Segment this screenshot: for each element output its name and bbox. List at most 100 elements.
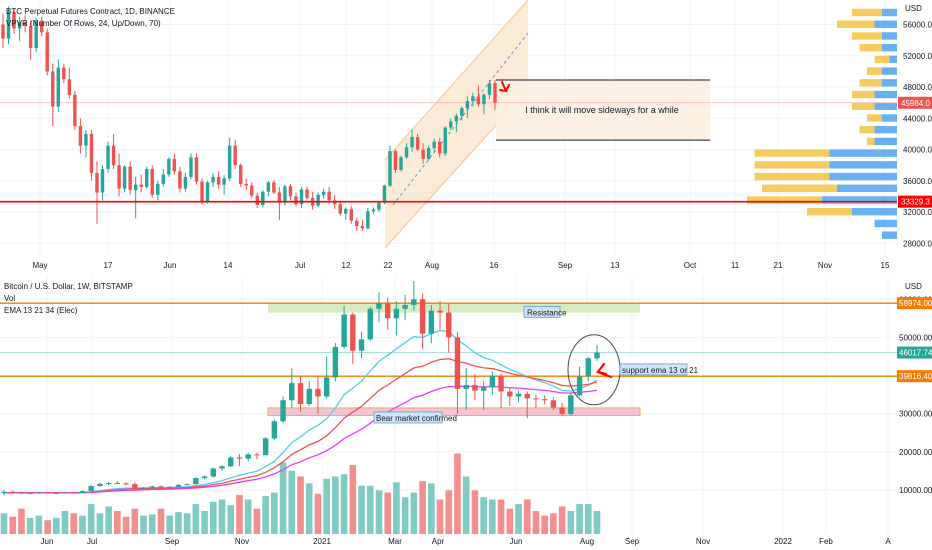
candle-body: [161, 174, 166, 184]
candle-body: [255, 195, 260, 205]
daily-time-tick: Nov: [818, 261, 832, 270]
candle-body: [158, 486, 164, 488]
volume-bar: [183, 513, 191, 534]
vp-up-bar: [822, 196, 897, 204]
candle-body: [411, 299, 417, 305]
daily-price-tick: 40000.0: [903, 146, 932, 155]
daily-price-tags: 45984.0 33329.3: [898, 96, 932, 208]
candle-body: [245, 454, 251, 459]
daily-time-tick: 16: [490, 261, 499, 270]
candle-body: [533, 398, 539, 400]
volume-bar: [340, 474, 348, 534]
volume-bar: [462, 476, 470, 534]
candle-body: [233, 145, 237, 166]
weekly-time-tick: Mar: [388, 537, 402, 546]
candle-body: [454, 337, 461, 389]
candle-body: [404, 147, 409, 158]
daily-chart[interactable]: BTC Perpetual Futures Contract, 1D, BINA…: [0, 0, 932, 275]
weekly-time-tick: Sep: [625, 537, 640, 546]
weekly-chart[interactable]: Resistance Bear market confirmed support e…: [0, 276, 932, 550]
volume-bar: [114, 511, 121, 534]
ema-line-21: [3, 358, 598, 494]
candle-body: [388, 151, 392, 186]
volume-indicator-label: Vol: [4, 294, 15, 303]
candle-body: [244, 183, 248, 186]
candle-body: [36, 492, 42, 494]
weekly-price-tags: 58974.00 46017.74 39816.40: [897, 297, 932, 383]
daily-time-tick: May: [32, 261, 47, 270]
candle-body: [201, 476, 208, 479]
candle-body: [358, 339, 365, 351]
volume-bar: [0, 513, 8, 534]
candle-body: [306, 388, 312, 405]
daily-candles: [1, 6, 497, 231]
weekly-time-tick: 2022: [774, 537, 792, 546]
volume-bar: [244, 499, 252, 534]
candle-body: [541, 399, 548, 401]
volume-bar: [454, 453, 461, 534]
candle-body: [123, 483, 129, 485]
candle-body: [56, 67, 60, 107]
candle-body: [106, 145, 110, 170]
volume-bar: [236, 494, 243, 534]
candle-body: [167, 158, 171, 175]
daily-price-tick: 32000.0: [903, 208, 932, 217]
candle-body: [350, 314, 356, 351]
volume-bar: [523, 499, 531, 534]
vp-up-bar: [829, 161, 897, 169]
candle-body: [344, 208, 348, 214]
volume-bar: [393, 482, 400, 534]
candle-body: [432, 141, 436, 148]
candle-body: [332, 346, 339, 378]
volume-bar: [297, 476, 304, 534]
red-arrow: [499, 81, 510, 93]
candle-body: [415, 137, 420, 150]
price-tag-support: [897, 370, 932, 383]
candle-body: [443, 127, 447, 154]
candle-body: [210, 468, 216, 477]
candle-body: [446, 312, 452, 338]
candle-body: [149, 486, 155, 488]
channel-midline: [392, 32, 529, 206]
vp-down-bar: [859, 43, 882, 52]
candle-body: [393, 308, 400, 319]
price-tag-text-support: 33329.3: [901, 198, 930, 207]
candle-body: [62, 492, 68, 494]
vp-down-bar: [762, 184, 837, 192]
volume-bar: [288, 470, 296, 534]
channel-upper-edge: [384, 0, 529, 161]
price-tag-current: [897, 346, 932, 359]
daily-time-tick: Aug: [425, 261, 439, 270]
volume-bar: [506, 508, 514, 534]
sideways-annotation: I think it will move sideways for a whil…: [525, 105, 679, 115]
candle-body: [95, 172, 99, 193]
weekly-drawings: Resistance Bear market confirmed support e…: [373, 305, 699, 424]
candle-body: [100, 169, 105, 193]
support-label-box: [619, 363, 688, 376]
candle-body: [568, 395, 574, 415]
candle-body: [271, 421, 278, 439]
candle-body: [438, 141, 442, 154]
daily-price-tick: 56000.0: [903, 21, 932, 30]
weekly-price-tick: 20000.00: [899, 448, 932, 457]
volume-bar: [558, 506, 566, 534]
candle-body: [376, 303, 382, 309]
volume-bar: [9, 516, 17, 534]
candle-body: [222, 178, 226, 185]
candle-body: [150, 169, 154, 195]
vp-down-bar: [867, 67, 882, 75]
candle-body: [460, 108, 464, 116]
candle-body: [238, 165, 243, 184]
candle-body: [594, 352, 600, 359]
candle-body: [421, 149, 425, 159]
vp-up-bar: [852, 208, 897, 216]
daily-time-tick: Oct: [684, 261, 697, 270]
weekly-currency-label: USD: [905, 282, 922, 291]
candle-body: [6, 12, 11, 39]
volume-bar: [271, 492, 278, 534]
vpvr-indicator-label: VPVR (Number Of Rows, 24, Up/Down, 70): [6, 19, 161, 28]
volume-bar: [262, 496, 269, 534]
candle-body: [471, 96, 475, 102]
volume-bar: [384, 492, 392, 534]
candle-body: [476, 96, 481, 105]
